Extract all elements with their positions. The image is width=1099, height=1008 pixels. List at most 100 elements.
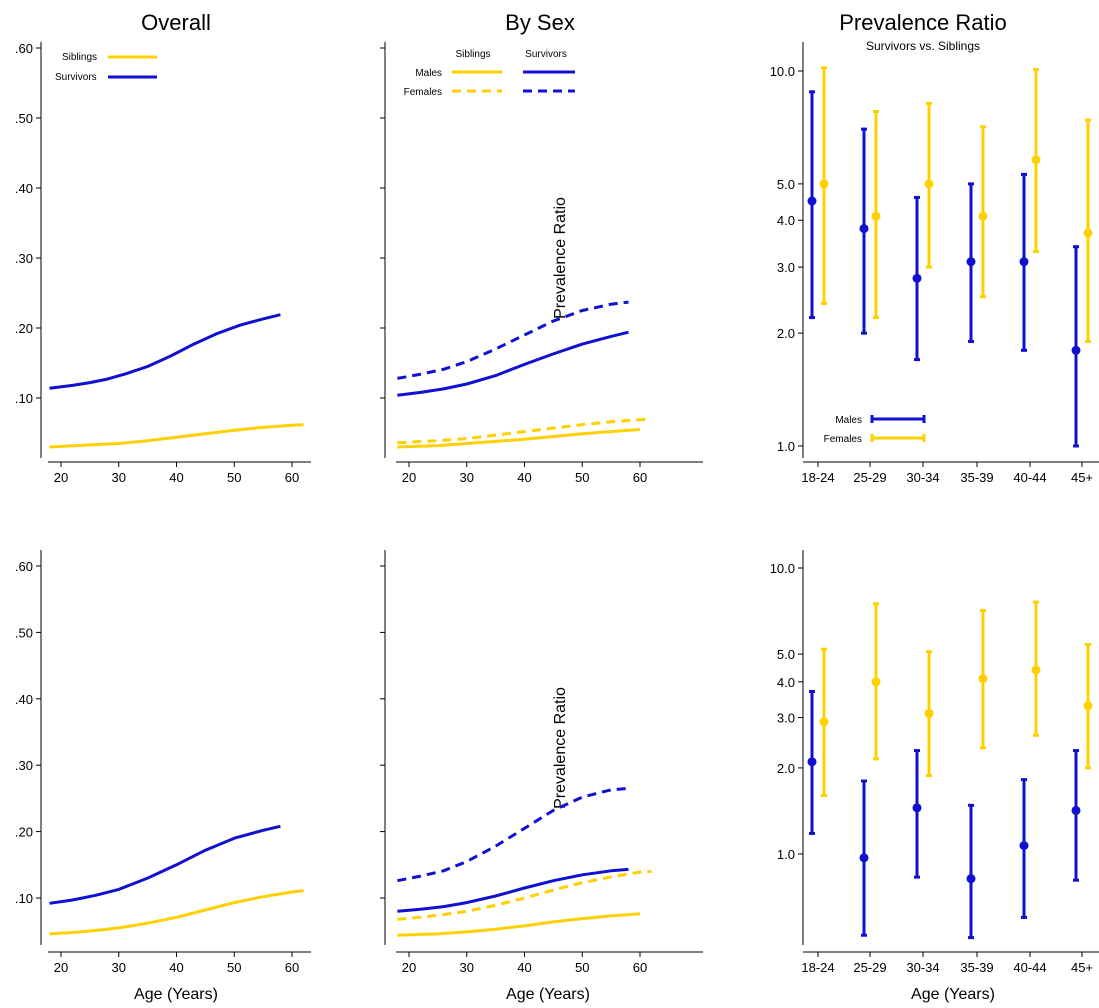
- bottom-prevalence-ratio-females-point-40-44: [1031, 665, 1041, 675]
- bottom-overall-x-tick-label: 60: [285, 960, 299, 975]
- bottom-by-sex-x-tick-label: 40: [517, 960, 531, 975]
- bottom-overall-series-siblings: [49, 889, 304, 936]
- top-by-sex-x-tick-label: 50: [575, 470, 589, 485]
- bottom-prevalence-ratio-x-tick-label: 35-39: [960, 960, 993, 975]
- bottom-prevalence-ratio-males-point-30-34: [912, 803, 922, 813]
- subtitle-prevalence-ratio: Survivors vs. Siblings: [866, 39, 980, 53]
- legend-by-sex: Siblings Survivors Males Females: [404, 49, 575, 98]
- top-by-sex-x-tick-label: 60: [633, 470, 647, 485]
- top-prevalence-ratio-x-tick-label: 30-34: [906, 470, 939, 485]
- bottom-prevalence-ratio-x-tick-label: 30-34: [906, 960, 939, 975]
- top-prevalence-ratio-males-point-35-39: [966, 257, 976, 267]
- top-by-sex-series-survivors-females: [397, 300, 629, 380]
- bottom-prevalence-ratio-y-tick-label: 4.0: [777, 675, 795, 690]
- top-prevalence-ratio-y-tick-label: 1.0: [777, 439, 795, 454]
- bottom-prevalence-ratio-males-point-18-24: [807, 757, 817, 767]
- title-overall: Overall: [141, 10, 211, 35]
- bottom-prevalence-ratio-females-point-35-39: [978, 674, 988, 684]
- title-prevalence-ratio: Prevalence Ratio: [839, 10, 1007, 35]
- bottom-by-sex-series-survivors-males: [397, 867, 629, 913]
- bottom-prevalence-ratio-females-point-25-29: [871, 677, 881, 687]
- top-overall-y-tick-label: .30: [15, 251, 33, 266]
- legend-pr-males-label: Males: [835, 415, 862, 426]
- bottom-prevalence-ratio-males-point-45+: [1071, 805, 1081, 815]
- x-axis-label-prevalence-ratio: Age (Years): [911, 986, 995, 1003]
- top-by-sex-x-tick-label: 20: [402, 470, 416, 485]
- top-prevalence-ratio-y-tick-label: 5.0: [777, 177, 795, 192]
- bottom-overall-y-tick-label: .40: [15, 692, 33, 707]
- bottom-overall-x-tick-label: 20: [54, 960, 68, 975]
- top-overall-series-siblings: [49, 423, 304, 449]
- top-prevalence-ratio-y-tick-label: 4.0: [777, 213, 795, 228]
- top-overall-y-tick-label: .60: [15, 41, 33, 56]
- legend-prevalence-ratio: Males Females: [824, 415, 926, 445]
- top-prevalence-ratio-females-point-25-29: [871, 211, 881, 221]
- top-overall-y-tick-label: .40: [15, 181, 33, 196]
- top-by-sex-x-tick-label: 30: [460, 470, 474, 485]
- top-overall-x-tick-label: 30: [112, 470, 126, 485]
- top-prevalence-ratio-y-tick-label: 10.0: [770, 64, 795, 79]
- bottom-prevalence-ratio-x-tick-label: 45+: [1071, 960, 1093, 975]
- top-overall-x-tick-label: 40: [169, 470, 183, 485]
- bottom-prevalence-ratio-males-point-40-44: [1019, 841, 1029, 851]
- legend-overall-survivors-label: Survivors: [55, 72, 97, 83]
- bottom-prevalence-ratio-x-tick-label: 18-24: [801, 960, 834, 975]
- top-prevalence-ratio-y-tick-label: 3.0: [777, 260, 795, 275]
- top-overall-y-tick-label: .50: [15, 111, 33, 126]
- top-prevalence-ratio-males-point-18-24: [807, 196, 817, 206]
- top-prevalence-ratio-males-point-45+: [1071, 345, 1081, 355]
- legend-by-sex-col-survivors: Survivors: [525, 49, 567, 60]
- bottom-by-sex-x-tick-label: 30: [460, 960, 474, 975]
- bottom-overall-y-tick-label: .50: [15, 625, 33, 640]
- bottom-overall-y-tick-label: .10: [15, 891, 33, 906]
- top-prevalence-ratio-females-point-30-34: [924, 179, 934, 189]
- top-overall-x-tick-label: 60: [285, 470, 299, 485]
- top-prevalence-ratio-females-point-35-39: [978, 211, 988, 221]
- x-axis-label-overall: Age (Years): [134, 986, 218, 1003]
- top-prevalence-ratio-x-tick-label: 35-39: [960, 470, 993, 485]
- top-overall-series-survivors: [49, 313, 281, 390]
- top-overall-x-tick-label: 50: [227, 470, 241, 485]
- bottom-prevalence-ratio-x-tick-label: 40-44: [1013, 960, 1046, 975]
- bottom-prevalence-ratio-males-point-25-29: [859, 853, 869, 863]
- bottom-prevalence-ratio-y-tick-label: 3.0: [777, 711, 795, 726]
- top-prevalence-ratio-x-tick-label: 25-29: [853, 470, 886, 485]
- top-prevalence-ratio-x-tick-label: 45+: [1071, 470, 1093, 485]
- legend-by-sex-row-males: Males: [415, 68, 442, 79]
- bottom-prevalence-ratio-y-tick-label: 2.0: [777, 761, 795, 776]
- bottom-overall-y-tick-label: .20: [15, 825, 33, 840]
- x-axis-label-by-sex: Age (Years): [506, 986, 590, 1003]
- top-prevalence-ratio-males-point-30-34: [912, 273, 922, 283]
- bottom-overall-series-survivors: [49, 824, 281, 905]
- bottom-overall-y-tick-label: .60: [15, 559, 33, 574]
- top-prevalence-ratio-females-point-40-44: [1031, 155, 1041, 165]
- bottom-by-sex-x-tick-label: 20: [402, 960, 416, 975]
- bottom-by-sex-series-siblings-females: [397, 869, 652, 921]
- bottom-overall-x-tick-label: 30: [112, 960, 126, 975]
- bottom-by-sex-x-tick-label: 60: [633, 960, 647, 975]
- bottom-prevalence-ratio-y-tick-label: 1.0: [777, 847, 795, 862]
- top-prevalence-ratio-females-point-18-24: [819, 179, 829, 189]
- bottom-prevalence-ratio-males-point-35-39: [966, 874, 976, 884]
- top-by-sex-series-survivors-males: [397, 330, 629, 397]
- legend-overall: Siblings Survivors: [55, 52, 157, 83]
- legend-by-sex-col-siblings: Siblings: [455, 49, 490, 60]
- bottom-overall-x-tick-label: 50: [227, 960, 241, 975]
- bottom-by-sex-series-siblings-males: [397, 912, 641, 937]
- bottom-prevalence-ratio-females-point-45+: [1083, 701, 1093, 711]
- top-by-sex-x-tick-label: 40: [517, 470, 531, 485]
- bottom-prevalence-ratio-y-tick-label: 10.0: [770, 561, 795, 576]
- bottom-prevalence-ratio-y-tick-label: 5.0: [777, 647, 795, 662]
- top-prevalence-ratio-males-point-25-29: [859, 224, 869, 234]
- top-prevalence-ratio-females-point-45+: [1083, 228, 1093, 238]
- bottom-prevalence-ratio-x-tick-label: 25-29: [853, 960, 886, 975]
- top-prevalence-ratio-x-tick-label: 18-24: [801, 470, 834, 485]
- top-overall-y-tick-label: .10: [15, 391, 33, 406]
- legend-by-sex-row-females: Females: [404, 87, 442, 98]
- panel-label-prevalence-ratio-top: Prevalence Ratio: [552, 197, 569, 319]
- bottom-by-sex-x-tick-label: 50: [575, 960, 589, 975]
- top-prevalence-ratio-x-tick-label: 40-44: [1013, 470, 1046, 485]
- title-by-sex: By Sex: [505, 10, 575, 35]
- bottom-prevalence-ratio-females-point-30-34: [924, 708, 934, 718]
